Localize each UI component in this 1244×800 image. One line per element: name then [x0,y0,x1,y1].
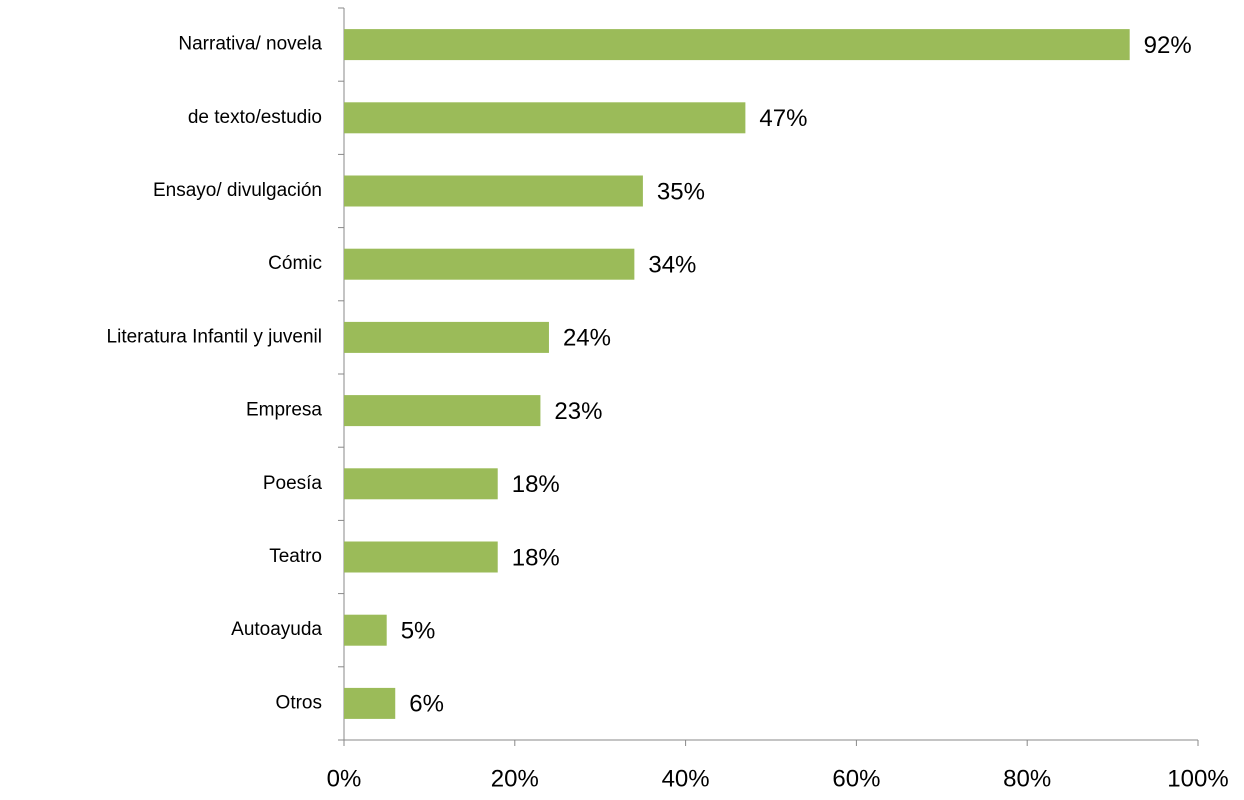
bar [344,102,746,134]
value-label: 34% [648,252,696,279]
value-label: 6% [409,691,444,718]
bar [344,614,387,646]
y-tick-label: Cómic [268,253,322,274]
x-tick-label: 100% [1167,765,1228,792]
value-label: 24% [563,325,611,352]
value-label: 47% [759,105,807,132]
value-label: 18% [512,471,560,498]
value-label: 92% [1144,32,1192,59]
y-tick-label: de texto/estudio [188,107,322,128]
bar [344,395,541,427]
y-tick-label: Empresa [246,400,322,421]
y-tick-label: Narrativa/ novela [178,34,322,55]
bar [344,29,1130,61]
x-tick-label: 40% [662,765,710,792]
y-tick-label: Autoayuda [231,619,322,640]
bar [344,468,498,500]
value-label: 23% [554,398,602,425]
y-tick-label: Ensayo/ divulgación [153,180,322,201]
y-tick-label: Poesía [263,473,323,494]
x-tick-label: 0% [327,765,362,792]
bar [344,321,549,353]
y-tick-label: Otros [276,692,322,713]
bar [344,541,498,573]
value-label: 5% [401,618,436,645]
x-tick-label: 80% [1003,765,1051,792]
value-label: 18% [512,544,560,571]
y-tick-label: Teatro [269,546,322,567]
bar [344,687,396,719]
y-tick-label: Literatura Infantil y juvenil [107,326,322,347]
value-label: 35% [657,178,705,205]
x-tick-label: 60% [832,765,880,792]
bar [344,175,643,207]
x-tick-label: 20% [491,765,539,792]
bar [344,248,635,280]
